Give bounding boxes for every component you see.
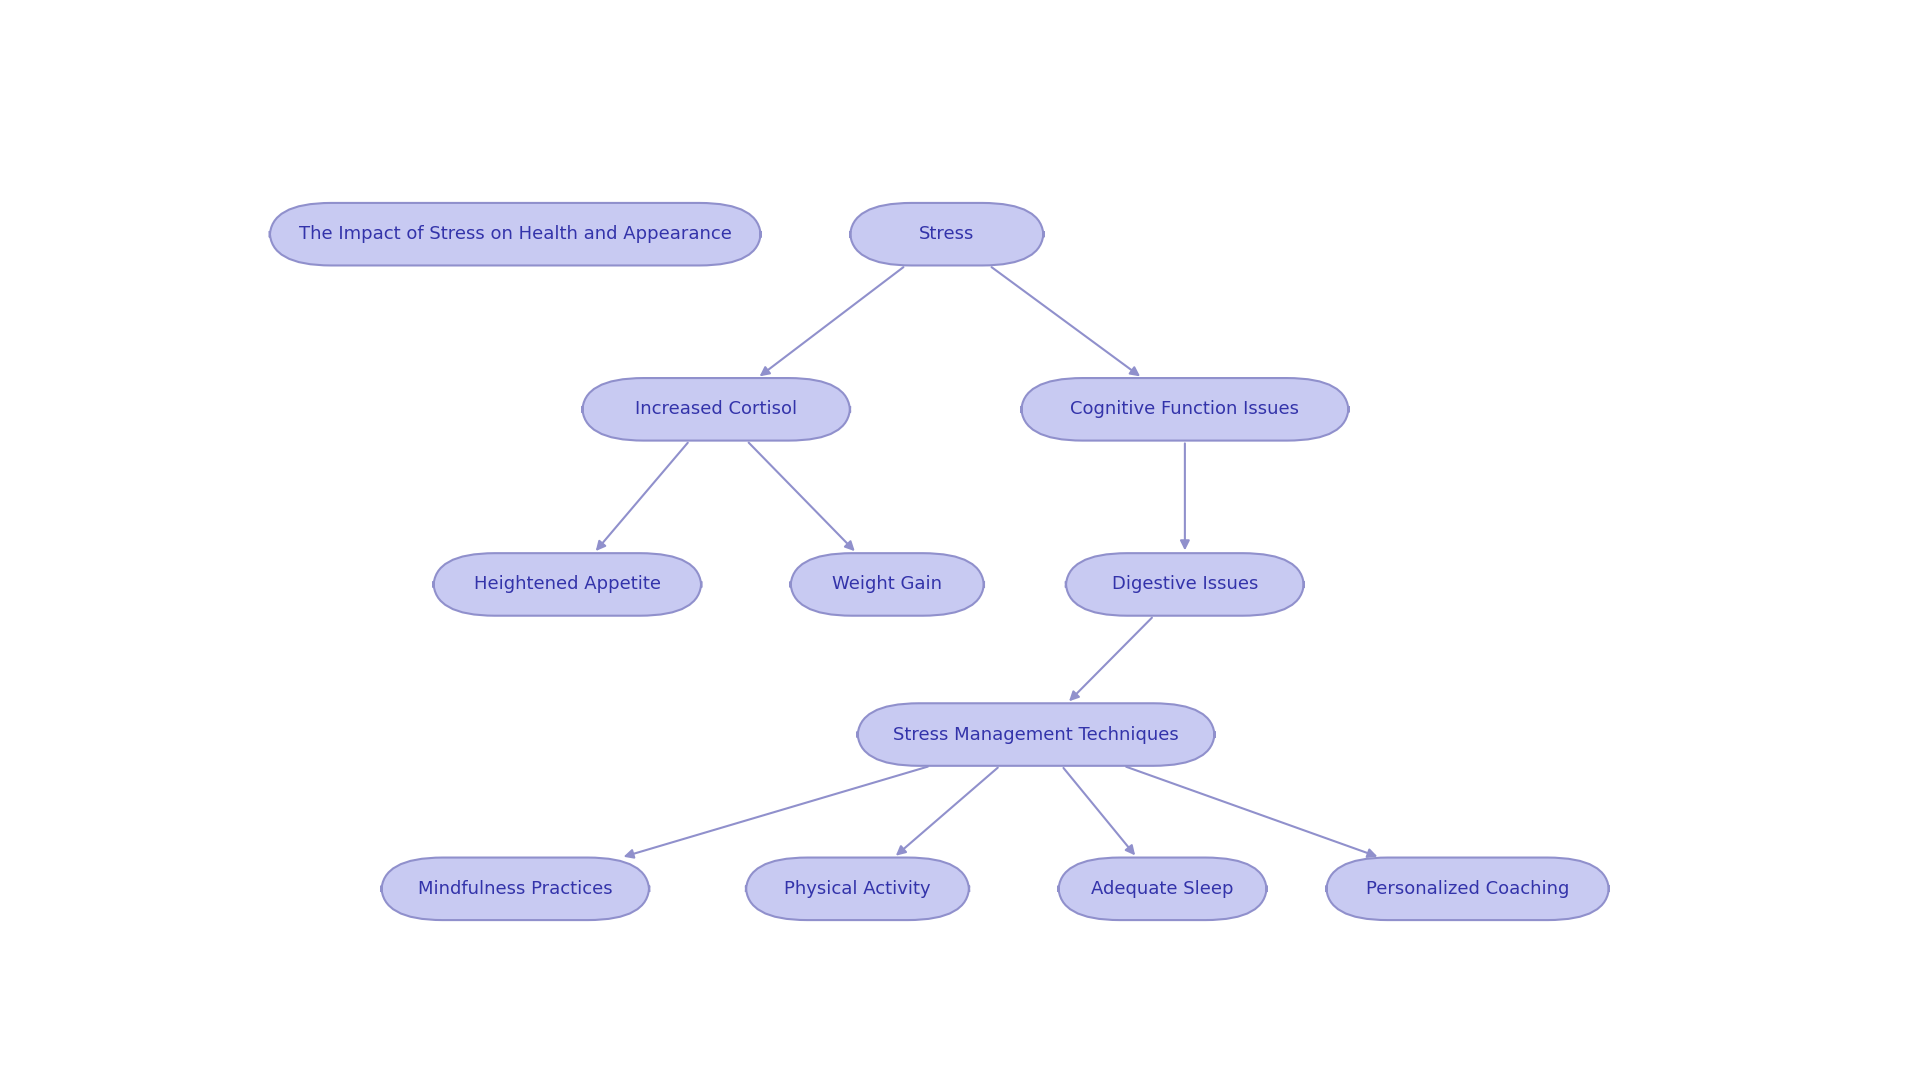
FancyBboxPatch shape (382, 858, 649, 921)
Text: Adequate Sleep: Adequate Sleep (1091, 879, 1235, 898)
Text: The Impact of Stress on Health and Appearance: The Impact of Stress on Health and Appea… (300, 225, 732, 244)
FancyBboxPatch shape (434, 553, 701, 616)
FancyBboxPatch shape (1327, 858, 1609, 921)
Text: Weight Gain: Weight Gain (831, 575, 943, 593)
Text: Digestive Issues: Digestive Issues (1112, 575, 1258, 593)
FancyBboxPatch shape (791, 553, 983, 616)
FancyBboxPatch shape (745, 858, 970, 921)
FancyBboxPatch shape (269, 203, 760, 265)
FancyBboxPatch shape (851, 203, 1044, 265)
FancyBboxPatch shape (858, 703, 1215, 766)
Text: Stress Management Techniques: Stress Management Techniques (893, 726, 1179, 744)
FancyBboxPatch shape (1066, 553, 1304, 616)
FancyBboxPatch shape (1021, 378, 1348, 441)
Text: Heightened Appetite: Heightened Appetite (474, 575, 660, 593)
FancyBboxPatch shape (1058, 858, 1267, 921)
FancyBboxPatch shape (582, 378, 851, 441)
Text: Personalized Coaching: Personalized Coaching (1365, 879, 1569, 898)
Text: Stress: Stress (920, 225, 975, 244)
Text: Cognitive Function Issues: Cognitive Function Issues (1069, 401, 1300, 418)
Text: Mindfulness Practices: Mindfulness Practices (419, 879, 612, 898)
Text: Increased Cortisol: Increased Cortisol (636, 401, 797, 418)
Text: Physical Activity: Physical Activity (783, 879, 931, 898)
